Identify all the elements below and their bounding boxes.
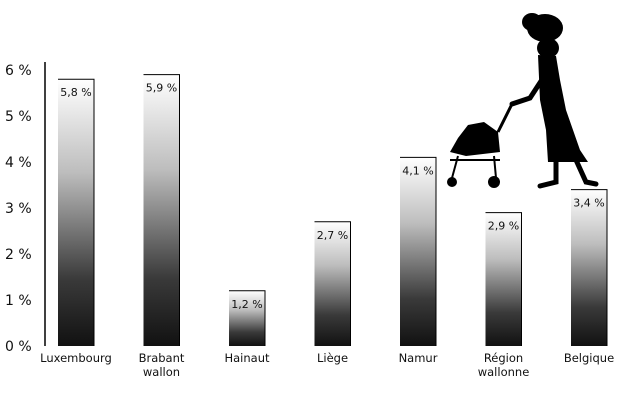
- bar-outline: [400, 156, 437, 346]
- bar-outline: [58, 78, 95, 346]
- bar-value-label: 2,9 %: [488, 220, 519, 233]
- bar: [485, 212, 522, 346]
- y-tick-labels: 0 % 1 % 2 % 3 % 4 % 5 % 6 %: [5, 63, 32, 355]
- y-tick-label: 5 %: [5, 109, 32, 125]
- category-label: Hainaut: [224, 351, 270, 365]
- y-tick-label: 0 %: [5, 339, 32, 355]
- bar-outline: [571, 189, 608, 346]
- bar: [143, 74, 180, 346]
- y-tick-label: 4 %: [5, 155, 32, 171]
- bar-outline: [229, 290, 266, 346]
- bar-outline: [485, 212, 522, 346]
- bar-value-label: 4,1 %: [402, 164, 433, 177]
- category-labels: Luxembourg Brabant wallon Hainaut Liège Namur…: [40, 351, 614, 379]
- category-label: Namur: [399, 351, 438, 365]
- category-label: Liège: [317, 351, 348, 365]
- bar: [58, 79, 94, 346]
- y-tick-label: 6 %: [5, 63, 32, 79]
- category-label: Luxembourg: [40, 351, 112, 365]
- bar-value-label: 3,4 %: [573, 197, 604, 210]
- bar-value-label: 5,9 %: [146, 82, 177, 95]
- bar: [314, 221, 351, 346]
- bar: [400, 157, 436, 346]
- category-label: Belgique: [564, 351, 614, 365]
- bar: [571, 189, 607, 346]
- bar: [229, 290, 265, 346]
- bar-value-label: 2,7 %: [317, 229, 348, 242]
- bar-outline: [143, 74, 180, 346]
- bar-value-label: 5,8 %: [60, 86, 91, 99]
- bar-outline: [314, 221, 351, 346]
- bar-value-label: 1,2 %: [231, 298, 262, 311]
- woman-stroller-icon: [447, 13, 599, 189]
- category-label: Région wallonne: [478, 351, 530, 379]
- y-tick-label: 3 %: [5, 201, 32, 217]
- bars: 5,8 % 5,9 % 1,2 % 2,7 % 4,1 % 2,9 % 3,4 %: [58, 74, 608, 346]
- y-tick-label: 1 %: [5, 293, 32, 309]
- y-tick-label: 2 %: [5, 247, 32, 263]
- category-label: Brabant wallon: [139, 351, 185, 379]
